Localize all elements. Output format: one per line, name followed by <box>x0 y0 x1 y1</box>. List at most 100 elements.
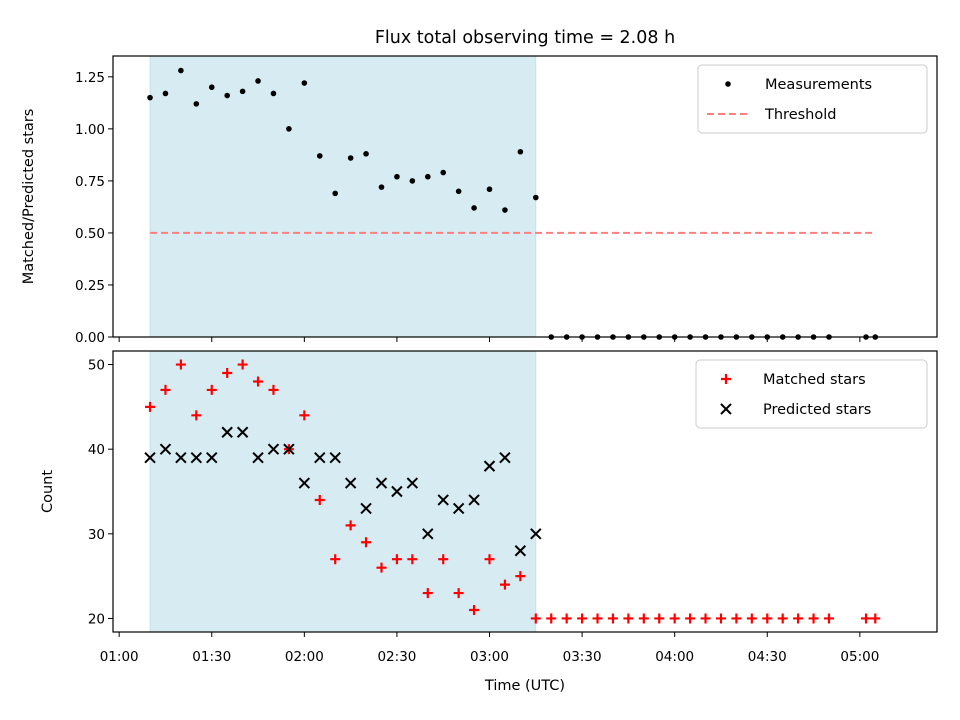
y-tick-label: 0.00 <box>75 330 105 346</box>
predicted-star-point <box>468 494 480 506</box>
matched-star-point <box>299 410 310 421</box>
matched-star-point <box>515 571 526 582</box>
predicted-star-point <box>283 443 295 455</box>
measurement-point <box>286 126 292 132</box>
legend-label: Measurements <box>765 77 872 93</box>
predicted-star-point <box>375 477 388 489</box>
y-tick-label: 0.25 <box>75 278 105 294</box>
shaded-time-span <box>149 350 537 633</box>
legend-matched-swatch <box>721 374 731 384</box>
predicted-star-point <box>499 451 511 464</box>
measurement-point <box>440 169 447 176</box>
y-tick-label: 50 <box>88 358 105 374</box>
matched-star-point <box>253 376 264 387</box>
measurement-point <box>301 80 308 86</box>
matched-star-point <box>530 613 541 624</box>
legend-label: Threshold <box>764 107 836 123</box>
x-tick-label: 01:00 <box>100 649 139 665</box>
matched-star-point <box>206 384 217 395</box>
bottom-y-axis-label: Count <box>40 470 56 513</box>
legend-predicted-swatch <box>720 403 732 415</box>
legend-label: Predicted stars <box>763 402 871 418</box>
matched-star-point <box>361 537 372 548</box>
predicted-star-point <box>252 451 264 464</box>
predicted-star-point <box>190 451 203 464</box>
measurement-point <box>424 173 431 180</box>
bottom-legend: Matched stars Predicted stars <box>695 359 928 429</box>
measurement-point <box>162 90 169 97</box>
matched-star-point <box>861 613 872 624</box>
predicted-star-point <box>236 426 249 438</box>
top-panel: 0.00 0.25 0.50 0.75 1.00 1.25 Matched/Predict… <box>21 55 938 346</box>
predicted-star-point <box>406 477 419 489</box>
measurement-point <box>486 186 493 193</box>
predicted-star-point <box>221 426 233 438</box>
measurement-point <box>455 188 462 195</box>
matched-star-point <box>577 613 588 624</box>
predicted-star-point <box>267 443 280 455</box>
legend-box <box>695 359 928 429</box>
matched-star-point <box>546 613 557 624</box>
measurement-point <box>502 207 508 213</box>
bottom-axis-ticks: 20 30 40 50 01:00 01:30 02:00 02:30 03:00 03:30 04… <box>88 358 879 665</box>
x-tick-label: 02:30 <box>377 649 416 665</box>
measurement-point <box>255 78 261 84</box>
predicted-star-point <box>329 451 341 464</box>
matched-star-point <box>499 579 510 590</box>
predicted-star-point <box>298 477 311 489</box>
top-shaded-span <box>149 55 537 338</box>
predicted-star-point <box>175 451 187 464</box>
measurement-point <box>517 148 524 155</box>
matched-star-point <box>731 613 742 624</box>
predicted-star-point <box>344 477 357 489</box>
measurement-point <box>147 94 153 101</box>
top-axes-frame <box>112 55 938 338</box>
matched-star-point <box>561 613 572 624</box>
bottom-panel: 20 30 40 50 01:00 01:30 02:00 02:30 03:00 03:30 04… <box>40 350 938 694</box>
matched-star-point <box>314 494 325 505</box>
bottom-axes-frame <box>112 350 938 633</box>
predicted-star-point <box>391 485 403 498</box>
matched-star-point <box>808 613 819 624</box>
matched-star-point <box>746 613 757 624</box>
predicted-star-point <box>159 443 172 455</box>
predicted-star-point <box>452 502 465 515</box>
predicted-star-point <box>530 528 542 540</box>
matched-star-point <box>777 613 788 624</box>
measurement-point <box>378 184 385 190</box>
matched-star-point <box>422 588 433 599</box>
matched-star-point <box>268 384 279 395</box>
matched-star-point <box>407 554 418 565</box>
top-legend: Measurements Threshold <box>697 64 928 134</box>
matched-star-point <box>592 613 603 624</box>
matched-star-point <box>700 613 711 624</box>
legend-label: Matched stars <box>763 372 866 388</box>
x-tick-label: 03:00 <box>470 649 509 665</box>
matched-star-point <box>669 613 680 624</box>
y-tick-label: 1.00 <box>75 122 105 138</box>
matched-star-point <box>685 613 696 624</box>
measurement-point <box>409 178 416 184</box>
chart-title: Flux total observing time = 2.08 h <box>375 28 675 48</box>
bottom-plot-marks <box>144 359 881 624</box>
matched-star-point <box>654 613 665 624</box>
predicted-star-point <box>206 451 218 464</box>
matched-star-point <box>607 613 618 624</box>
y-tick-label: 1.25 <box>75 70 105 86</box>
measurement-point <box>178 67 184 74</box>
matched-star-point <box>191 410 202 421</box>
shaded-time-span <box>149 55 537 338</box>
matched-star-point <box>823 613 834 624</box>
matched-star-point <box>870 613 881 624</box>
matched-star-point <box>145 401 156 412</box>
predicted-star-point <box>422 528 434 540</box>
predicted-star-point <box>144 451 156 464</box>
y-tick-label: 30 <box>88 527 105 543</box>
matched-star-point <box>376 562 387 573</box>
y-tick-label: 0.75 <box>75 174 105 190</box>
measurement-point <box>363 151 369 157</box>
x-tick-label: 04:30 <box>748 649 787 665</box>
measurement-point <box>394 173 400 180</box>
x-tick-label: 02:00 <box>285 649 324 665</box>
